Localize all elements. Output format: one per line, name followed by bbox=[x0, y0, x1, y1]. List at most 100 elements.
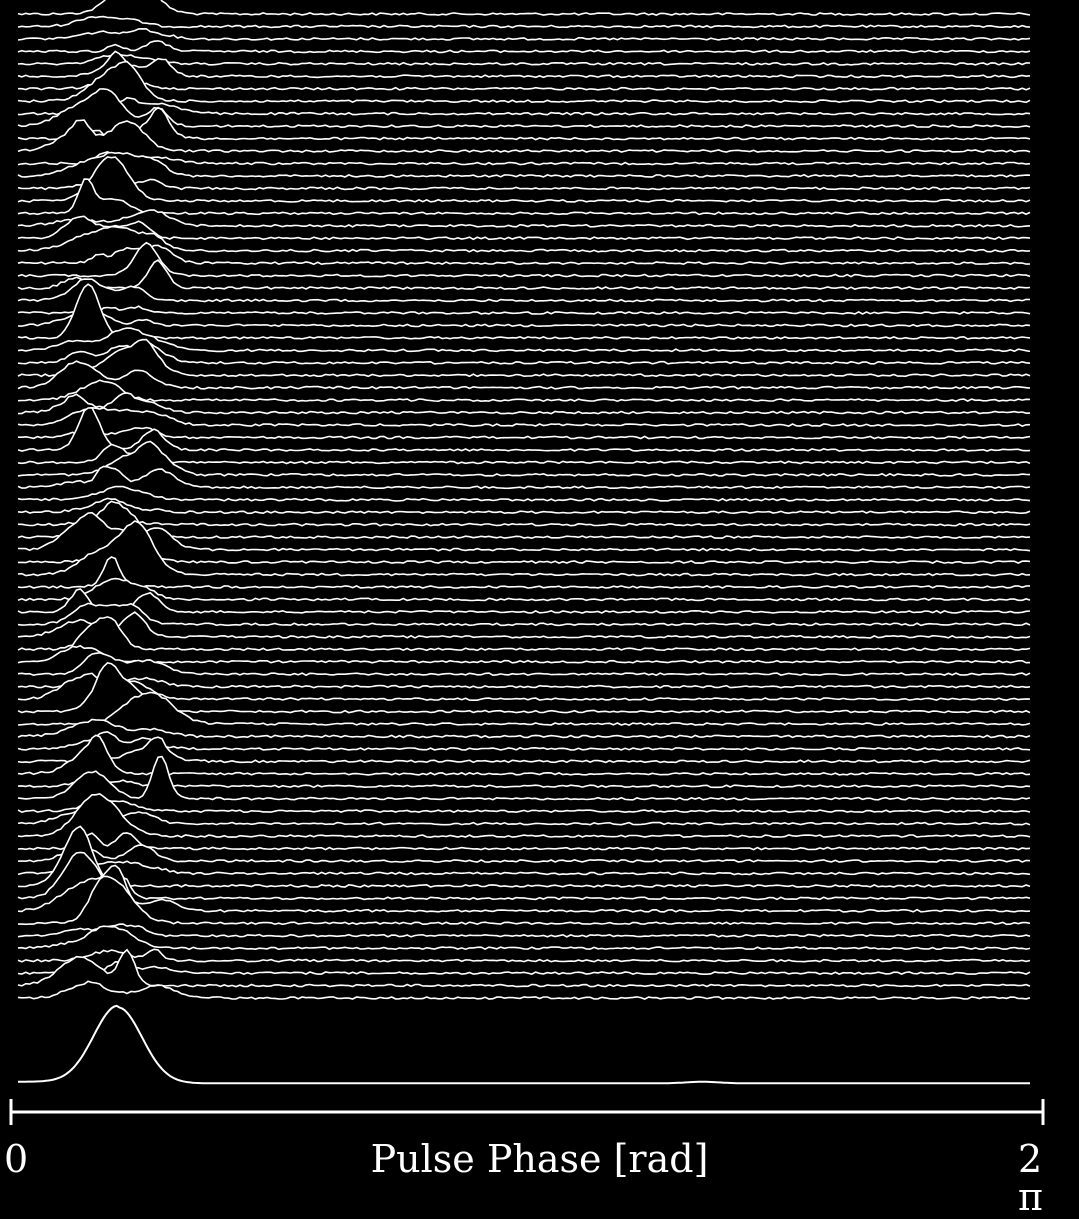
pulse-trace-mask bbox=[18, 328, 1030, 363]
pulse-trace-mask bbox=[18, 845, 1030, 874]
pulse-trace bbox=[17, 392, 1031, 415]
pulse-trace bbox=[17, 379, 1031, 403]
pulse-trace bbox=[17, 511, 1031, 552]
pulse-trace bbox=[17, 305, 1031, 315]
pulse-trace bbox=[17, 799, 1031, 814]
pulse-trace-mask bbox=[18, 961, 1030, 986]
pulse-trace bbox=[17, 925, 1031, 951]
pulse-trace-mask bbox=[18, 311, 1030, 338]
pulse-trace-mask bbox=[18, 427, 1030, 450]
pulse-trace bbox=[17, 406, 1031, 452]
pulse-trace bbox=[17, 520, 1031, 577]
pulse-trace bbox=[17, 258, 1031, 290]
pulse-trace-mask bbox=[18, 926, 1030, 961]
pulse-trace-mask bbox=[18, 557, 1030, 600]
pulse-trace bbox=[17, 52, 1031, 66]
pulse-trace bbox=[17, 465, 1031, 490]
pulse-trace bbox=[17, 440, 1031, 477]
pulse-trace bbox=[17, 310, 1031, 328]
pulse-trace-mask bbox=[18, 780, 1030, 799]
pulse-trace-mask bbox=[18, 603, 1030, 637]
pulse-trace-mask bbox=[18, 444, 1030, 475]
pulse-trace bbox=[17, 960, 1031, 975]
pulse-trace bbox=[17, 485, 1031, 502]
pulse-trace-mask bbox=[18, 719, 1030, 749]
x-tick-min: 0 bbox=[4, 1137, 29, 1181]
pulse-trace bbox=[17, 948, 1031, 963]
pulse-trace bbox=[17, 156, 1031, 203]
pulse-trace bbox=[18, 82, 1031, 91]
pulse-trace-mask bbox=[18, 40, 1030, 64]
pulse-trace bbox=[17, 497, 1031, 515]
pulse-trace-mask bbox=[18, 216, 1030, 251]
pulse-trace bbox=[17, 342, 1031, 365]
pulse-trace-mask bbox=[18, 51, 1030, 89]
pulse-trace bbox=[17, 736, 1031, 764]
pulse-trace-mask bbox=[18, 361, 1030, 401]
pulse-trace bbox=[17, 338, 1031, 378]
pulse-trace-mask bbox=[18, 107, 1030, 152]
pulse-trace bbox=[17, 844, 1031, 863]
pulse-trace-mask bbox=[18, 441, 1030, 488]
pulse-trace bbox=[17, 443, 1031, 465]
pulse-trace-mask bbox=[18, 677, 1030, 700]
pulse-trace-mask bbox=[18, 245, 1030, 276]
pulse-trace bbox=[17, 672, 1031, 702]
pulse-trace bbox=[17, 676, 1031, 689]
pulse-trace bbox=[17, 755, 1031, 801]
pulse-trace-mask bbox=[18, 260, 1030, 301]
pulse-trace bbox=[17, 244, 1031, 266]
pulse-trace bbox=[17, 825, 1031, 888]
pulse-trace-mask bbox=[18, 652, 1030, 687]
pulse-trace bbox=[17, 360, 1031, 390]
pulse-trace-mask bbox=[18, 949, 1030, 974]
pulse-trace bbox=[17, 691, 1031, 726]
pulse-trace-mask bbox=[18, 226, 1030, 264]
pulse-trace-mask bbox=[18, 152, 1030, 189]
pulse-trace bbox=[17, 209, 1031, 228]
pulse-trace bbox=[17, 0, 1031, 16]
pulse-trace bbox=[18, 518, 1031, 527]
pulse-trace bbox=[17, 730, 1031, 751]
pulse-trace bbox=[17, 151, 1031, 178]
pulse-trace-mask bbox=[18, 343, 1030, 376]
pulse-trace-mask bbox=[18, 832, 1030, 861]
pulse-trace bbox=[17, 15, 1031, 29]
pulse-trace-mask bbox=[18, 924, 1030, 949]
pulse-trace bbox=[17, 40, 1031, 54]
average-pulse-profile bbox=[18, 1004, 1030, 1085]
pulse-trace bbox=[18, 556, 1031, 564]
pulse-trace bbox=[17, 50, 1031, 79]
pulse-trace bbox=[17, 810, 1031, 826]
pulse-trace bbox=[17, 178, 1031, 191]
pulse-trace-mask bbox=[18, 466, 1030, 500]
pulse-trace-mask bbox=[18, 737, 1030, 774]
pulse-trace bbox=[17, 327, 1031, 353]
pulse-trace-mask bbox=[18, 673, 1030, 712]
pulse-trace-mask bbox=[18, 380, 1030, 413]
pulse-trace bbox=[17, 793, 1031, 839]
pulse-trace bbox=[17, 500, 1031, 540]
pulse-trace-mask bbox=[18, 306, 1030, 326]
pulse-trace bbox=[17, 718, 1031, 739]
pulse-trace bbox=[17, 96, 1031, 116]
x-axis bbox=[9, 1099, 1045, 1125]
pulse-trace-mask bbox=[18, 692, 1030, 737]
pulse-trace-mask bbox=[18, 83, 1030, 102]
pulse-trace-mask bbox=[18, 407, 1030, 438]
pulse-trace-mask bbox=[18, 179, 1030, 201]
pulse-trace bbox=[17, 178, 1031, 216]
pulse-trace bbox=[17, 980, 1031, 1000]
x-axis-label: Pulse Phase [rad] bbox=[370, 1137, 709, 1181]
pulse-trace bbox=[17, 225, 1031, 253]
pulse-trace bbox=[17, 651, 1031, 677]
pulse-trace bbox=[17, 851, 1031, 901]
pulse-trace-mask bbox=[18, 981, 1030, 1011]
pulse-trace bbox=[17, 923, 1031, 938]
pulse-trace-mask bbox=[18, 151, 1030, 176]
pulse-trace-mask bbox=[18, 279, 1030, 313]
pulse-trace bbox=[17, 662, 1031, 714]
pulse-trace-mask bbox=[18, 16, 1030, 39]
pulse-trace bbox=[17, 150, 1031, 166]
pulse-trace-mask bbox=[18, 393, 1030, 426]
